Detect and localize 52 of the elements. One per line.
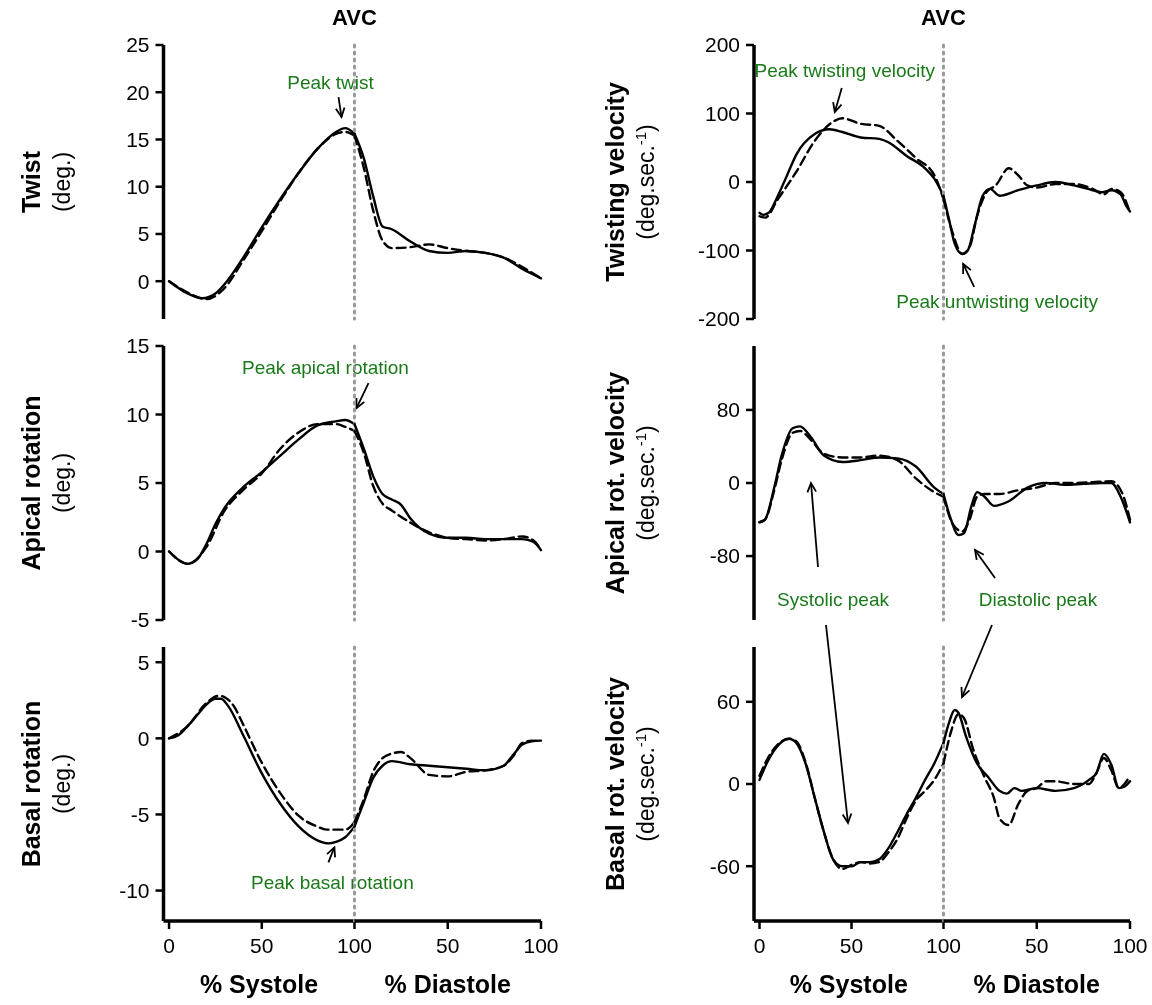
y-tick-label: 20 — [126, 80, 150, 104]
x-tick-label: 50 — [1025, 934, 1049, 957]
annotation: Peak apical rotation — [242, 357, 409, 379]
x-axis-title: % Systole — [789, 970, 908, 998]
x-tick-label: 0 — [753, 934, 766, 957]
x-tick-label: 0 — [163, 934, 175, 957]
y-tick-label: -80 — [709, 544, 740, 568]
x-axis-title: % Diastole — [384, 970, 512, 998]
y-tick-label: 15 — [126, 334, 150, 358]
y-axis-title: Twist (deg.) — [17, 150, 75, 214]
y-tick-label: 5 — [137, 650, 150, 674]
x-axis-title: % Diastole — [973, 970, 1101, 998]
y-tick-label: 0 — [728, 772, 740, 796]
y-tick-label: -5 — [130, 608, 150, 632]
y-tick-label: 80 — [716, 398, 740, 422]
x-tick-label: 50 — [436, 934, 460, 957]
ref-line-label: AVC — [332, 5, 378, 30]
y-tick-label: 200 — [704, 33, 740, 57]
annotation: Peak twist — [287, 72, 375, 94]
ref-line-label: AVC — [921, 5, 967, 30]
y-tick-label: 5 — [137, 222, 150, 246]
x-axis-title: % Systole — [199, 970, 319, 998]
y-tick-label: 15 — [126, 127, 150, 151]
y-tick-label: 10 — [126, 175, 150, 199]
x-tick-label: 100 — [925, 934, 962, 957]
y-tick-label: 5 — [137, 471, 150, 495]
y-tick-label: 0 — [728, 170, 740, 194]
y-tick-label: 0 — [137, 539, 150, 563]
y-tick-label: 25 — [126, 33, 150, 57]
y-axis-title: Basal rotation (deg.) — [17, 700, 75, 868]
annotation: Peak untwisting velocity — [896, 290, 1099, 312]
y-tick-label: -10 — [119, 878, 150, 902]
y-tick-label: 100 — [704, 101, 740, 125]
x-tick-label: 100 — [523, 934, 559, 957]
y-tick-label: 10 — [126, 402, 150, 426]
y-tick-label: 60 — [716, 690, 740, 714]
y-tick-label: -100 — [697, 238, 740, 262]
annotation: Diastolic peak — [978, 589, 1098, 610]
x-tick-label: 100 — [336, 934, 373, 957]
annotation: Peak twisting velocity — [754, 59, 936, 81]
x-tick-label: 50 — [250, 934, 274, 957]
annotation: Systolic peak — [777, 589, 890, 610]
annotation: Peak basal rotation — [251, 872, 414, 894]
y-tick-label: 0 — [137, 726, 150, 750]
x-tick-label: 50 — [839, 934, 864, 957]
y-tick-label: 0 — [728, 471, 740, 495]
y-tick-label: 0 — [137, 269, 150, 293]
y-tick-label: -200 — [697, 307, 740, 331]
y-axis-title: Apical rotation (deg.) — [17, 395, 75, 571]
x-tick-label: 100 — [1112, 934, 1148, 957]
y-tick-label: -5 — [130, 802, 150, 826]
y-tick-label: -60 — [709, 854, 740, 878]
